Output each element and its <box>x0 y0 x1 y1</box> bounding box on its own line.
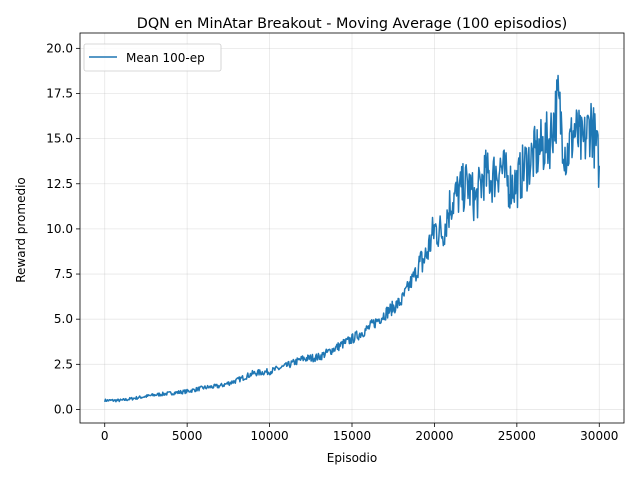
y-tick-label: 17.5 <box>46 86 73 100</box>
series-layer <box>104 74 601 403</box>
y-tick-label: 0.0 <box>54 402 73 416</box>
chart-title: DQN en MinAtar Breakout - Moving Average… <box>137 16 567 32</box>
x-axis-label: Episodio <box>327 451 377 465</box>
grid <box>80 33 624 423</box>
legend-label: Mean 100-ep <box>126 51 205 65</box>
plot-background <box>80 33 624 423</box>
x-tick-label: 0 <box>101 429 109 443</box>
x-tick-label: 5000 <box>172 429 203 443</box>
y-tick-label: 12.5 <box>46 177 73 191</box>
x-tick-label: 10000 <box>250 429 288 443</box>
y-tick-label: 5.0 <box>54 312 73 326</box>
y-axis: 0.0 2.5 5.0 7.5 10.0 12.5 15.0 17.5 20.0 <box>46 41 80 416</box>
y-tick-label: 10.0 <box>46 222 73 236</box>
x-axis: 0 5000 10000 15000 20000 25000 30000 <box>101 423 618 443</box>
legend-box <box>83 43 222 72</box>
legend: Mean 100-ep <box>83 43 222 72</box>
x-tick-label: 15000 <box>333 429 371 443</box>
y-axis-label: Reward promedio <box>14 177 28 283</box>
y-tick-label: 7.5 <box>54 267 73 281</box>
x-tick-label: 25000 <box>498 429 536 443</box>
y-tick-label: 20.0 <box>46 41 73 55</box>
series-line-mean-100-ep <box>104 74 601 403</box>
x-tick-label: 30000 <box>580 429 618 443</box>
y-tick-label: 15.0 <box>46 132 73 146</box>
y-tick-label: 2.5 <box>54 357 73 371</box>
x-tick-label: 20000 <box>415 429 453 443</box>
